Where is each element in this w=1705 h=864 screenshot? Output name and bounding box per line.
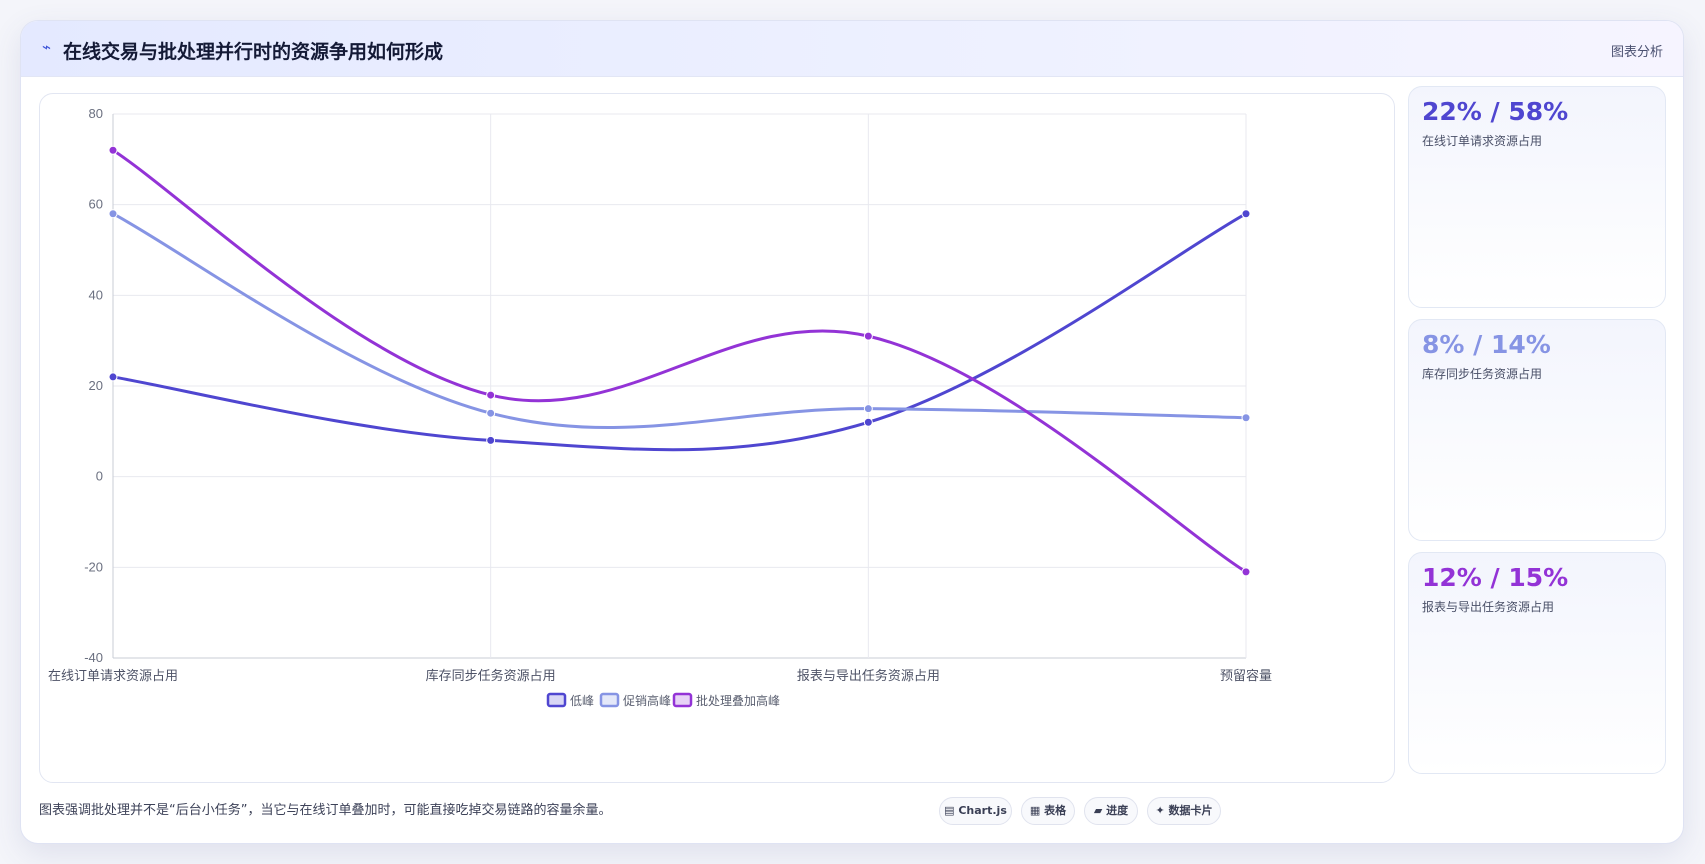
y-tick-label: 80 <box>89 106 103 121</box>
stat-label: 在线订单请求资源占用 <box>1422 134 1543 148</box>
data-point[interactable] <box>863 331 873 341</box>
data-point[interactable] <box>108 145 118 155</box>
x-category-label: 在线订单请求资源占用 <box>48 669 178 684</box>
stat-value: 22% / 58% <box>1422 97 1569 126</box>
x-category-label: 库存同步任务资源占用 <box>426 668 556 684</box>
pulse-icon: ⌁ <box>42 38 52 56</box>
progress-icon: ▰ <box>1093 804 1103 817</box>
pill-chartjs[interactable]: ▤ Chart.js <box>939 797 1012 825</box>
data-point[interactable] <box>863 404 873 414</box>
chart-panel: 80 60 40 20 0 -20 -40 在线订单请求资源占用 库存同步任务资源占用 报表与导… <box>39 93 1395 783</box>
data-point[interactable] <box>486 435 496 445</box>
legend-label[interactable]: 促销高峰 <box>623 693 671 708</box>
data-point[interactable] <box>1241 209 1251 219</box>
y-tick-label: 60 <box>89 197 103 212</box>
stat-value: 12% / 15% <box>1422 563 1569 592</box>
pill-label: 数据卡片 <box>1168 804 1213 817</box>
pill-label: Chart.js <box>958 804 1007 817</box>
card-header: ⌁ 在线交易与批处理并行时的资源争用如何形成 图表分析 <box>21 21 1683 77</box>
series-line-1 <box>111 212 1248 430</box>
data-point[interactable] <box>1241 413 1251 423</box>
data-point[interactable] <box>108 209 118 219</box>
table-icon: ▦ <box>1029 804 1041 817</box>
pill-label: 表格 <box>1044 804 1067 817</box>
pill-data-cards[interactable]: ✦ 数据卡片 <box>1147 797 1221 825</box>
pill-table[interactable]: ▦ 表格 <box>1021 797 1075 825</box>
chart-footnote: 图表强调批处理并不是“后台小任务”，当它与在线订单叠加时，可能直接吃掉交易链路的… <box>39 803 612 818</box>
y-tick-label: 0 <box>96 469 103 484</box>
sparkle-icon: ✦ <box>1155 804 1165 817</box>
y-tick-label: -40 <box>84 650 103 665</box>
page-title: 在线交易与批处理并行时的资源争用如何形成 <box>63 41 444 63</box>
legend-swatch <box>546 692 567 708</box>
legend-swatch <box>672 692 693 708</box>
chart-analysis-tag: 图表分析 <box>1610 45 1663 60</box>
stat-label: 库存同步任务资源占用 <box>1422 367 1543 381</box>
data-point[interactable] <box>108 372 118 382</box>
pill-progress[interactable]: ▰ 进度 <box>1084 797 1138 825</box>
y-tick-label: 40 <box>89 287 103 302</box>
legend-label[interactable]: 批处理叠加高峰 <box>696 693 780 708</box>
data-point[interactable] <box>863 417 873 427</box>
pill-label: 进度 <box>1106 804 1129 817</box>
stat-label: 报表与导出任务资源占用 <box>1422 600 1555 614</box>
series-line-2 <box>111 148 1248 574</box>
y-tick-label: 20 <box>89 378 103 393</box>
series-line-0 <box>111 212 1248 452</box>
x-category-label: 预留容量 <box>1220 668 1272 684</box>
legend-label[interactable]: 低峰 <box>570 694 594 708</box>
y-tick-label: -20 <box>84 559 103 574</box>
chart-card: ⌁ 在线交易与批处理并行时的资源争用如何形成 图表分析 80 60 40 20 0 -20… <box>20 20 1684 844</box>
data-point[interactable] <box>486 390 496 400</box>
stat-value: 8% / 14% <box>1422 330 1551 359</box>
data-point[interactable] <box>1241 567 1251 577</box>
data-point[interactable] <box>486 408 496 418</box>
x-category-label: 报表与导出任务资源占用 <box>797 668 940 684</box>
stat-card-online-orders: 22% / 58% 在线订单请求资源占用 <box>1408 86 1666 308</box>
line-chart: 80 60 40 20 0 -20 -40 在线订单请求资源占用 库存同步任务资源占用 报表与导… <box>48 106 1272 708</box>
stat-card-report-export: 12% / 15% 报表与导出任务资源占用 <box>1408 552 1666 774</box>
chart-icon: ▤ <box>944 804 955 817</box>
stat-card-inventory-sync: 8% / 14% 库存同步任务资源占用 <box>1408 319 1666 541</box>
legend-swatch <box>599 692 620 708</box>
